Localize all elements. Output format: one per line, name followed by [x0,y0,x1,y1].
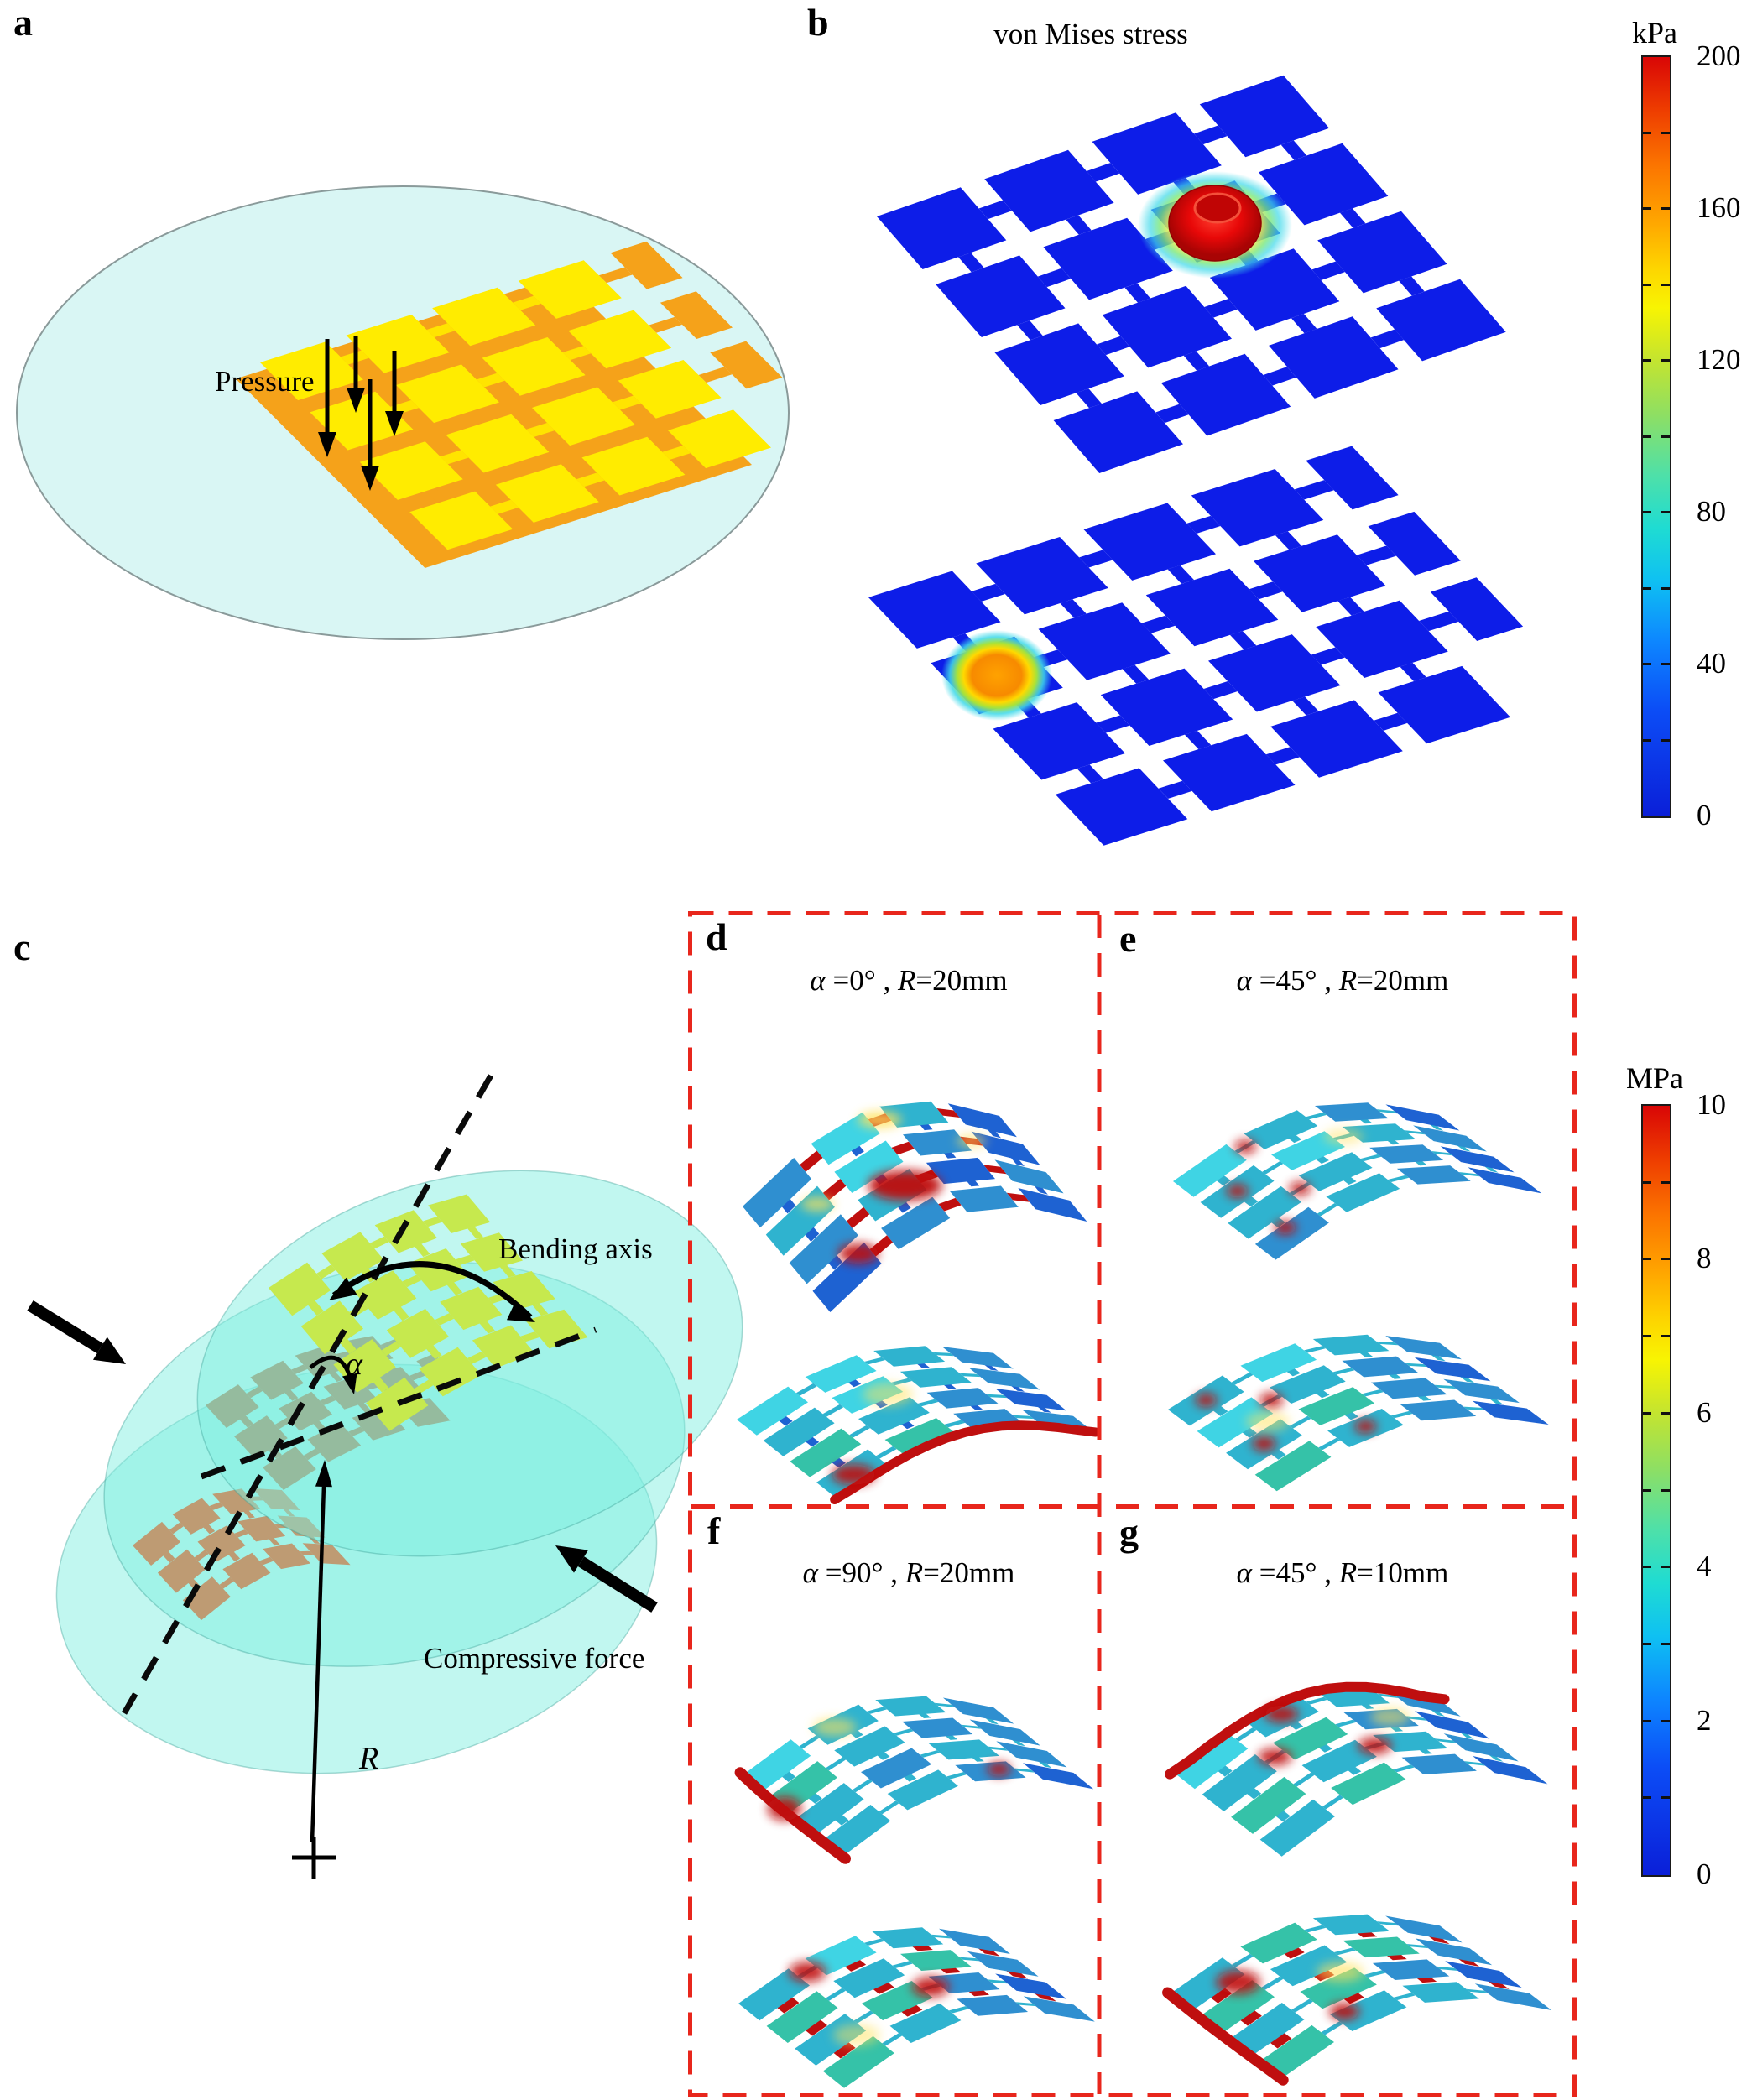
colorbar-tick-mark [1661,738,1670,742]
panel-b-label: b [807,1,829,44]
colorbar-tick-mark [1643,283,1651,286]
panel-e-title: α =45° , R=20mm [1236,964,1449,997]
colorbar-tick-label: 80 [1697,495,1726,528]
pressure-label: Pressure [215,365,315,398]
colorbar-tick-mark [1661,1719,1670,1722]
radius-symbol: R [898,964,916,997]
rotated-axis-line [200,1326,597,1480]
colorbar-tick-label: 8 [1697,1242,1712,1275]
colorbar-tick-mark [1643,663,1651,665]
colorbar-tick-mark [1661,663,1670,665]
colorbar-tick-mark [1643,207,1651,210]
colorbar-tick-mark [1661,1796,1670,1800]
von-mises-title: von Mises stress [993,18,1188,50]
colorbar-tick-mark [1661,207,1670,210]
fea-bend-d-bottom [737,1346,1101,1504]
colorbar-tick-mark [1643,1411,1651,1415]
panel-g-title: α =45° , R=10mm [1236,1556,1449,1589]
colorbar-tick-mark [1661,359,1670,362]
colorbar-tick-label: 0 [1697,799,1712,831]
colorbar-tick-label: 10 [1697,1088,1726,1121]
compressive-force-label: Compressive force [424,1642,645,1675]
colorbar-tick-label: 200 [1697,39,1741,72]
colorbar-tick-mark [1661,1258,1670,1261]
alpha-symbol: α [1236,964,1253,997]
radius-symbol: R [1338,1556,1358,1589]
colorbar-tick-mark [1643,738,1651,742]
fea-bend-e-top [1173,1102,1542,1260]
colorbar-tick-mark [1661,1180,1670,1184]
colorbar-tick-mark [1643,1642,1651,1645]
alpha-symbol: α [810,964,826,997]
bending-axis-label: Bending axis [498,1232,653,1265]
dome-crater [1193,192,1242,224]
colorbar-tick-mark [1643,359,1651,362]
panel-c-label: c [13,925,31,968]
panel-f-label: f [707,1509,721,1552]
colorbar-tick-mark [1661,283,1670,286]
bending-arc-arrow [331,1261,533,1320]
radius-symbol: R [1338,964,1358,997]
colorbar-tick-label: 2 [1697,1703,1712,1737]
colorbar-tick-mark [1661,1411,1670,1415]
colorbar-tick-mark [1643,1488,1651,1492]
colorbar-tick-mark [1643,1180,1651,1184]
panel-e-label: e [1119,917,1137,960]
panel-f-title: α =90° , R=20mm [802,1556,1015,1589]
colorbar-tick-mark [1661,131,1670,134]
colorbar-tick-mark [1661,1566,1670,1569]
colorbar-tick-mark [1643,1335,1651,1338]
colorbar-tick-mark [1643,1796,1651,1800]
colorbar-tick-mark [1661,1642,1670,1645]
colorbar-tick-mark [1643,1258,1651,1261]
colorbar-tick-label: 160 [1697,191,1741,224]
colorbar-tick-mark [1643,586,1651,590]
fea-bend-e-bottom [1168,1334,1549,1492]
colorbar-tick-mark [1643,131,1651,134]
panel-a-label: a [13,1,33,44]
colorbar-tick-label: 6 [1697,1395,1712,1429]
colorbar-tick-label: 0 [1697,1858,1712,1890]
colorbar-kpa-unit: kPa [1632,16,1677,50]
colorbar-tick-label: 40 [1697,647,1726,680]
colorbar-tick-mark [1643,435,1651,438]
alpha-symbol: α [1236,1556,1253,1589]
colorbar-tick-mark [1661,586,1670,590]
colorbar-mpa-unit: MPa [1625,1061,1683,1095]
colorbar-tick-mark [1643,1719,1651,1722]
stress-spot [941,630,1052,721]
colorbar-tick-mark [1661,1335,1670,1338]
panel-grid-border [688,911,1577,2097]
fea-bend-f-top [734,1696,1094,1864]
fea-bend-g-bottom [1162,1914,1552,2086]
colorbar-tick-mark [1661,435,1670,438]
array-layer-orange [133,1488,351,1621]
alpha-symbol: α [802,1556,819,1589]
radius-symbol: R [905,1556,924,1589]
colorbar-tick-mark [1661,1488,1670,1492]
panel-g-label: g [1119,1511,1139,1554]
fea-bend-g-top [1165,1681,1548,1857]
fea-bend-d-top [743,1101,1087,1312]
panel-d-label: d [706,915,727,958]
sensor-array-schematic [236,241,783,568]
colorbar-tick-label: 120 [1697,343,1741,376]
colorbar-tick-mark [1643,511,1651,513]
colorbar-tick-mark [1661,511,1670,513]
panel-d-title: α =0° , R=20mm [810,964,1008,997]
colorbar-tick-label: 4 [1697,1550,1712,1583]
fea-bend-f-bottom [738,1927,1095,2088]
radius-r-label: R [359,1741,379,1776]
array-layer-green [269,1194,588,1431]
angle-alpha-label: α [346,1347,362,1382]
colorbar-tick-mark [1643,1566,1651,1569]
